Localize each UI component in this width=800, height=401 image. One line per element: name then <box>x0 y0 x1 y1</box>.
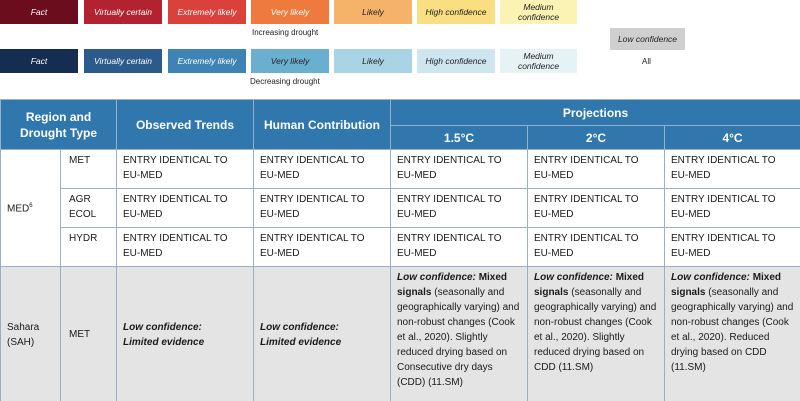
region-cell-med: MED6 <box>0 149 61 267</box>
projection-1-5c-cell: ENTRY IDENTICAL TO EU-MED <box>390 227 528 267</box>
projection-2c-cell: Low confidence: Mixed signals (seasonall… <box>527 266 665 401</box>
legend-decreasing: Fact Virtually certain Extremely likely … <box>0 49 580 73</box>
legend-chip: Medium confidence <box>500 0 577 24</box>
legend-chip: Virtually certain <box>84 49 162 73</box>
legend-chip: Extremely likely <box>168 49 246 73</box>
human-cell: ENTRY IDENTICAL TO EU-MED <box>253 227 391 267</box>
region-cell-sahara: Sahara (SAH) <box>0 266 61 401</box>
legend-chip: High confidence <box>417 0 495 24</box>
projection-1-5c-cell: ENTRY IDENTICAL TO EU-MED <box>390 149 528 189</box>
finding-detail: (seasonally and geographically varying) … <box>671 287 794 373</box>
finding-detail: (seasonally and geographically varying) … <box>534 287 657 373</box>
projection-4c-cell: ENTRY IDENTICAL TO EU-MED <box>663 188 800 228</box>
region-label: MED <box>7 203 30 215</box>
drought-type-cell: AGR ECOL <box>60 188 117 228</box>
confidence-lead: Low confidence: <box>534 272 613 283</box>
confidence-text: Limited evidence <box>260 336 342 348</box>
header-human: Human Contribution <box>253 99 391 150</box>
footnote-marker: 6 <box>29 203 33 210</box>
finding-detail: (seasonally and geographically varying) … <box>397 287 520 388</box>
legend-all-caption: All <box>642 57 651 66</box>
table-row: AGR ECOL ENTRY IDENTICAL TO EU-MED ENTRY… <box>1 188 800 228</box>
legend-chip: Very likely <box>251 49 329 73</box>
table-row: HYDR ENTRY IDENTICAL TO EU-MED ENTRY IDE… <box>1 227 800 267</box>
key-finding: Mixed signals <box>534 272 645 298</box>
drought-type-cell: HYDR <box>60 227 117 267</box>
projection-4c-cell: Low confidence: Mixed signals (seasonall… <box>663 266 800 401</box>
projection-2c-cell: ENTRY IDENTICAL TO EU-MED <box>527 227 665 267</box>
header-observed: Observed Trends <box>116 99 254 150</box>
header-1-5c: 1.5°C <box>390 125 528 150</box>
observed-cell: Low confidence: Limited evidence <box>116 266 254 401</box>
confidence-lead: Low confidence: <box>397 272 476 283</box>
confidence-lead: Low confidence: <box>671 272 750 283</box>
table-row: Sahara (SAH) MET Low confidence: Limited… <box>0 266 800 401</box>
drought-table: Region and Drought Type Observed Trends … <box>0 99 800 401</box>
projection-2c-cell: ENTRY IDENTICAL TO EU-MED <box>527 188 665 228</box>
confidence-lead: Low confidence: <box>260 321 339 333</box>
projection-4c-cell: ENTRY IDENTICAL TO EU-MED <box>663 149 800 189</box>
table-row: MED6 MET ENTRY IDENTICAL TO EU-MED ENTRY… <box>0 149 800 267</box>
key-finding: Mixed signals <box>397 272 508 298</box>
confidence-text: Limited evidence <box>123 336 205 348</box>
header-region: Region and Drought Type <box>0 99 117 150</box>
drought-type-cell: MET <box>60 266 117 401</box>
legend-chip: Likely <box>334 0 412 24</box>
legend-increasing: Fact Virtually certain Extremely likely … <box>0 0 580 24</box>
projection-1-5c-cell: ENTRY IDENTICAL TO EU-MED <box>390 188 528 228</box>
observed-cell: ENTRY IDENTICAL TO EU-MED <box>116 149 254 189</box>
legend-chip: Likely <box>334 49 412 73</box>
projection-1-5c-cell: Low confidence: Mixed signals (seasonall… <box>390 266 528 401</box>
projection-4c-cell: ENTRY IDENTICAL TO EU-MED <box>663 227 800 267</box>
human-cell: ENTRY IDENTICAL TO EU-MED <box>253 188 391 228</box>
observed-cell: ENTRY IDENTICAL TO EU-MED <box>116 227 254 267</box>
legend-chip: Medium confidence <box>500 49 577 73</box>
confidence-lead: Low confidence: <box>123 321 202 333</box>
observed-cell: ENTRY IDENTICAL TO EU-MED <box>116 188 254 228</box>
drought-type-cell: MET <box>60 149 117 189</box>
human-cell: ENTRY IDENTICAL TO EU-MED <box>253 149 391 189</box>
projection-2c-cell: ENTRY IDENTICAL TO EU-MED <box>527 149 665 189</box>
legend-chip: Fact <box>0 0 78 24</box>
header-4c: 4°C <box>663 125 800 150</box>
key-finding: Mixed signals <box>671 272 782 298</box>
legend-chip: Virtually certain <box>84 0 162 24</box>
human-cell: Low confidence: Limited evidence <box>253 266 391 401</box>
header-projections: Projections <box>389 99 800 126</box>
legend-decreasing-caption: Decreasing drought <box>250 77 320 86</box>
legend-chip: Fact <box>0 49 78 73</box>
legend-low-confidence-chip: Low confidence <box>610 28 685 50</box>
legend-chip: Extremely likely <box>168 0 246 24</box>
legend-increasing-caption: Increasing drought <box>252 28 319 37</box>
legend-chip: Very likely <box>251 0 329 24</box>
legend-chip: High confidence <box>417 49 495 73</box>
header-2c: 2°C <box>527 125 665 150</box>
